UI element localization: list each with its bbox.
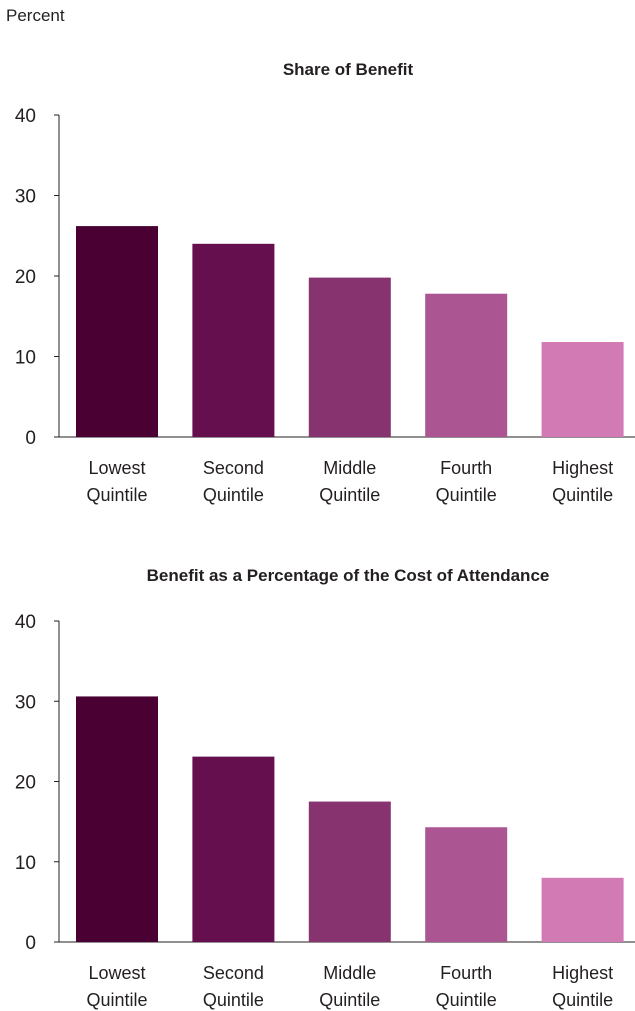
x-category-label: Fourth	[440, 458, 492, 478]
x-category-label: Quintile	[552, 485, 613, 505]
x-category-label: Highest	[552, 963, 613, 983]
bar	[541, 877, 624, 942]
y-axis-unit-label: Percent	[6, 6, 65, 25]
bar	[192, 756, 275, 942]
chart-title: Benefit as a Percentage of the Cost of A…	[147, 566, 550, 585]
x-category-label: Quintile	[319, 990, 380, 1010]
x-category-label: Quintile	[86, 485, 147, 505]
bar	[308, 277, 391, 437]
bar	[76, 226, 158, 437]
x-category-label: Lowest	[88, 458, 145, 478]
bar	[425, 293, 508, 437]
y-tick-label: 40	[15, 106, 36, 127]
y-tick-label: 30	[15, 692, 36, 713]
y-tick-label: 30	[15, 187, 36, 208]
x-category-label: Fourth	[440, 963, 492, 983]
y-tick-label: 10	[15, 348, 36, 369]
y-tick-label: 20	[15, 267, 36, 288]
x-category-label: Middle	[323, 963, 376, 983]
bar	[425, 827, 508, 942]
x-category-label: Quintile	[86, 990, 147, 1010]
x-category-label: Quintile	[203, 990, 264, 1010]
bar	[308, 801, 391, 942]
x-category-label: Quintile	[203, 485, 264, 505]
chart-title: Share of Benefit	[283, 60, 414, 79]
bar	[192, 243, 275, 437]
x-category-label: Second	[203, 963, 264, 983]
y-tick-label: 0	[25, 933, 36, 954]
y-tick-label: 10	[15, 853, 36, 874]
x-category-label: Quintile	[436, 990, 497, 1010]
x-category-label: Quintile	[436, 485, 497, 505]
y-tick-label: 40	[15, 612, 36, 633]
x-category-label: Quintile	[552, 990, 613, 1010]
y-tick-label: 0	[25, 428, 36, 449]
x-category-label: Highest	[552, 458, 613, 478]
x-category-label: Lowest	[88, 963, 145, 983]
bar	[76, 696, 158, 942]
bar	[541, 342, 624, 437]
y-tick-label: 20	[15, 773, 36, 794]
x-category-label: Middle	[323, 458, 376, 478]
x-category-label: Quintile	[319, 485, 380, 505]
x-category-label: Second	[203, 458, 264, 478]
